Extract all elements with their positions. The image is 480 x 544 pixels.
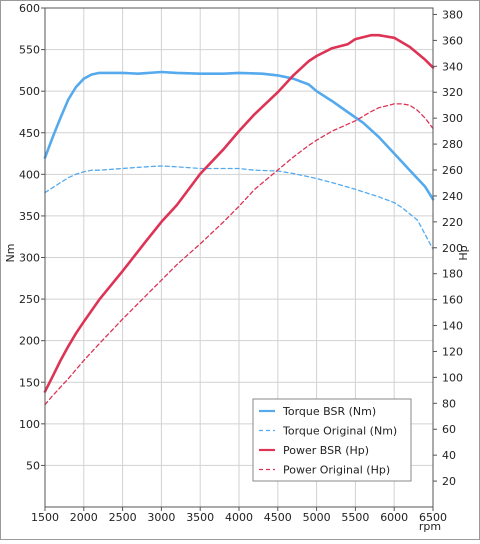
y-right-tick-label: 380 <box>442 8 463 21</box>
x-axis-ticks: 1500 2000 2500 3000 3500 4000 4500 5000 5500 6000… <box>31 507 447 524</box>
y-left-tick-label: 50 <box>26 459 40 472</box>
y-right-tick-label: 260 <box>442 164 463 177</box>
y-left-tick-label: 200 <box>19 335 40 348</box>
y-right-tick-label: 200 <box>442 242 463 255</box>
legend-label: Power Original (Hp) <box>283 464 390 477</box>
y-left-tick-label: 250 <box>19 293 40 306</box>
series-lines <box>43 33 435 406</box>
x-tick-label: 6500 <box>419 511 447 524</box>
y-right-tick-label: 80 <box>442 397 456 410</box>
x-tick-label: 2500 <box>109 511 137 524</box>
legend-label: Torque BSR (Nm) <box>282 405 376 418</box>
legend: Torque BSR (Nm) Torque Original (Nm) Power… <box>252 398 412 482</box>
y-right-axis-ticks: 20 40 60 80 100 120 140 160 180 200 220 240 260 280 30… <box>433 8 463 488</box>
x-tick-label: 5500 <box>341 511 369 524</box>
y-right-tick-label: 340 <box>442 60 463 73</box>
y-right-tick-label: 120 <box>442 345 463 358</box>
y-right-tick-label: 280 <box>442 138 463 151</box>
x-tick-label: 5000 <box>303 511 331 524</box>
y-right-tick-label: 20 <box>442 475 456 488</box>
y-right-tick-label: 240 <box>442 190 463 203</box>
y-left-tick-label: 500 <box>19 85 40 98</box>
y-right-tick-label: 40 <box>442 449 456 462</box>
series-line <box>44 103 434 406</box>
y-left-tick-label: 400 <box>19 168 40 181</box>
x-axis-title: rpm <box>419 520 441 533</box>
y-left-tick-label: 150 <box>19 376 40 389</box>
x-tick-label: 6000 <box>380 511 408 524</box>
y-right-tick-label: 60 <box>442 423 456 436</box>
y-right-tick-label: 100 <box>442 371 463 384</box>
y-left-tick-label: 450 <box>19 127 40 140</box>
y-left-tick-label: 550 <box>19 44 40 57</box>
x-tick-label: 2000 <box>70 511 98 524</box>
legend-label: Power BSR (Hp) <box>283 444 369 457</box>
legend-label: Torque Original (Nm) <box>282 425 397 438</box>
x-tick-label: 4000 <box>225 511 253 524</box>
y-left-axis-title: Nm <box>4 244 17 263</box>
y-right-axis-title: Hp <box>457 245 470 260</box>
y-right-tick-label: 360 <box>442 34 463 47</box>
y-right-tick-label: 160 <box>442 294 463 307</box>
y-right-tick-label: 220 <box>442 216 463 229</box>
y-left-axis-ticks: 50 100 150 200 250 300 350 400 450 500 550 600 <box>19 2 45 472</box>
y-left-tick-label: 100 <box>19 418 40 431</box>
x-tick-label: 1500 <box>31 511 59 524</box>
y-right-tick-label: 140 <box>442 320 463 333</box>
x-tick-label: 3500 <box>186 511 214 524</box>
series-line <box>43 33 435 393</box>
y-right-tick-label: 320 <box>442 86 463 99</box>
y-left-tick-label: 350 <box>19 210 40 223</box>
x-tick-label: 4500 <box>264 511 292 524</box>
y-right-tick-label: 180 <box>442 268 463 281</box>
y-left-tick-label: 300 <box>19 252 40 265</box>
x-tick-label: 3000 <box>147 511 175 524</box>
series-line <box>43 70 435 201</box>
legend-box <box>252 398 412 482</box>
y-left-tick-label: 600 <box>19 2 40 15</box>
y-right-tick-label: 300 <box>442 112 463 125</box>
series-line <box>44 165 434 250</box>
